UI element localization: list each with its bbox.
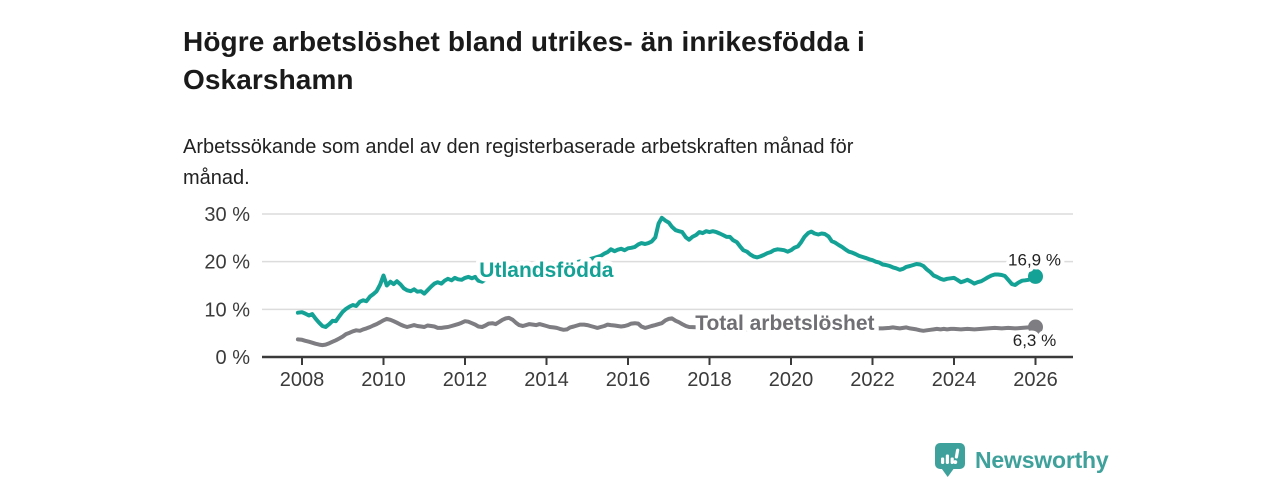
series-end-dot xyxy=(1028,319,1043,335)
bar-short xyxy=(950,457,954,464)
brand-name: Newsworthy xyxy=(975,447,1109,473)
newsworthy-logo: Newsworthy xyxy=(934,443,1109,478)
x-tick-label: 2012 xyxy=(443,369,488,391)
page-title: Högre arbetslöshet bland utrikes- än inr… xyxy=(183,23,1003,99)
x-tick-label: 2022 xyxy=(850,369,895,391)
x-tick-label: 2024 xyxy=(932,369,977,391)
exclamation-glyph xyxy=(953,448,960,464)
bar-small xyxy=(941,457,945,464)
x-tick-label: 2016 xyxy=(606,369,651,391)
series-line-utlandsfodda xyxy=(295,215,1038,329)
subtitle-line-1: Arbetssökande som andel av den registerb… xyxy=(183,136,854,158)
x-tick-label: 2014 xyxy=(524,369,569,391)
subtitle-line-2: månad. xyxy=(183,167,250,189)
x-tick-label: 2010 xyxy=(361,369,406,391)
bar-chart-speech-bubble-icon xyxy=(935,443,965,477)
exclamation-bar xyxy=(954,448,960,459)
series-inline-label: Total arbetslöshet xyxy=(695,312,874,335)
x-tick-label: 2018 xyxy=(687,369,732,391)
chart-subtitle: Arbetssökande som andel av den registerb… xyxy=(183,132,1043,194)
exclamation-dot xyxy=(953,460,958,464)
title-line-2: Oskarshamn xyxy=(183,63,354,95)
bar-medium xyxy=(945,454,949,464)
x-tick-label: 2020 xyxy=(769,369,814,391)
series-line-total xyxy=(295,315,1038,348)
end-value-label: 16,9 % xyxy=(1008,250,1061,269)
title-line-1: Högre arbetslöshet bland utrikes- än inr… xyxy=(183,25,865,57)
y-tick-label: 20 % xyxy=(204,252,250,274)
y-tick-label: 10 % xyxy=(204,299,250,321)
y-tick-label: 0 % xyxy=(216,347,251,369)
speech-bubble-shape xyxy=(935,443,965,477)
series-end-dot xyxy=(1028,268,1043,284)
end-value-label: 6,3 % xyxy=(1013,331,1056,350)
series-inline-label: Utlandsfödda xyxy=(479,259,613,282)
x-tick-label: 2026 xyxy=(1013,369,1058,391)
x-tick-label: 2008 xyxy=(280,369,325,391)
y-tick-label: 30 % xyxy=(204,204,250,226)
